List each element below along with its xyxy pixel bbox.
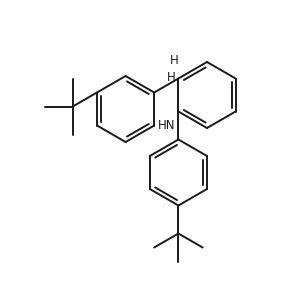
Text: HN: HN <box>158 119 175 132</box>
Text: H: H <box>170 54 179 67</box>
Text: H: H <box>167 71 176 84</box>
